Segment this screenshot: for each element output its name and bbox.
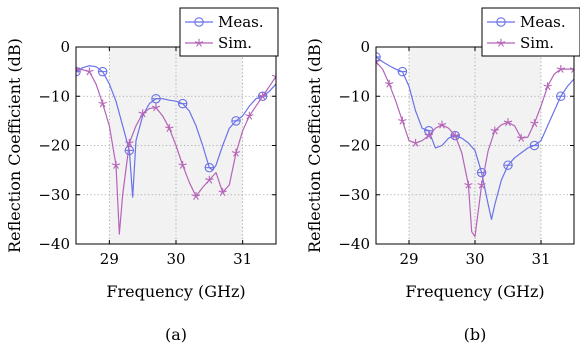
data-point	[231, 148, 241, 157]
data-point	[98, 99, 107, 108]
y-tick-label: −30	[38, 186, 70, 204]
y-tick-label: −40	[38, 235, 70, 253]
data-point	[138, 109, 147, 118]
legend-label: Meas.	[520, 13, 566, 31]
panel-caption: (b)	[464, 325, 487, 344]
data-point	[490, 126, 499, 135]
y-axis-label: Reflection Coefficient (dB)	[5, 38, 24, 253]
y-tick-label: −20	[338, 137, 370, 155]
data-point	[424, 131, 433, 140]
data-point	[151, 103, 161, 112]
data-point	[464, 180, 473, 189]
data-point	[398, 116, 407, 125]
data-point	[205, 175, 214, 184]
series-sim	[376, 57, 574, 238]
series-line	[376, 61, 574, 238]
data-point	[411, 138, 420, 147]
y-tick-label: 0	[60, 38, 70, 56]
series-line	[76, 65, 276, 198]
data-point	[376, 57, 381, 66]
series-line	[76, 68, 276, 235]
data-point	[178, 161, 187, 169]
series-line	[376, 56, 574, 220]
data-point	[543, 82, 552, 91]
legend-swatch-marker	[496, 38, 506, 47]
x-tick-label: 31	[531, 250, 550, 268]
legend-label: Meas.	[218, 13, 264, 31]
y-tick-label: −10	[338, 87, 370, 105]
panel-caption: (a)	[165, 325, 187, 344]
x-axis-label: Frequency (GHz)	[405, 282, 544, 301]
data-point	[218, 188, 227, 197]
x-tick-label: 30	[166, 250, 185, 268]
data-point	[76, 64, 81, 73]
data-point	[111, 161, 121, 169]
legend: Meas. Sim.	[481, 7, 580, 57]
data-point	[556, 64, 565, 73]
data-point	[245, 111, 254, 120]
data-point	[503, 118, 513, 127]
legend-box	[481, 7, 580, 57]
data-point	[165, 124, 174, 132]
legend-swatch-marker	[194, 38, 204, 47]
data-point	[530, 119, 539, 128]
x-axis-label: Frequency (GHz)	[106, 282, 245, 301]
legend-box	[179, 7, 279, 57]
data-point	[125, 138, 134, 147]
y-tick-label: −40	[338, 235, 370, 253]
y-tick-label: −20	[38, 137, 70, 155]
data-point	[258, 92, 267, 100]
x-tick-label: 30	[465, 250, 484, 268]
x-tick-label: 29	[399, 250, 418, 268]
series-sim	[76, 64, 276, 235]
y-tick-label: −10	[38, 87, 70, 105]
legend-label: Sim.	[218, 34, 252, 52]
data-point	[517, 133, 526, 142]
legend: Meas. Sim.	[179, 7, 279, 57]
data-point	[437, 120, 447, 129]
x-tick-label: 31	[233, 250, 252, 268]
data-point	[451, 131, 460, 140]
chart-panel-a: 29 30 31 0 −10 −20 −30 −40 Frequency (GHz) Reflec…	[5, 7, 279, 344]
data-point	[191, 192, 201, 200]
y-tick-label: 0	[360, 38, 370, 56]
data-point	[385, 79, 394, 88]
data-point	[477, 180, 486, 189]
legend-label: Sim.	[520, 34, 554, 52]
data-point	[85, 67, 94, 76]
x-tick-label: 29	[100, 250, 119, 268]
y-tick-label: −30	[338, 186, 370, 204]
chart-panel-b: 29 30 31 0 −10 −20 −30 −40 Frequency (GHz) Reflec…	[305, 7, 580, 344]
y-axis-label: Reflection Coefficient (dB)	[305, 38, 324, 253]
